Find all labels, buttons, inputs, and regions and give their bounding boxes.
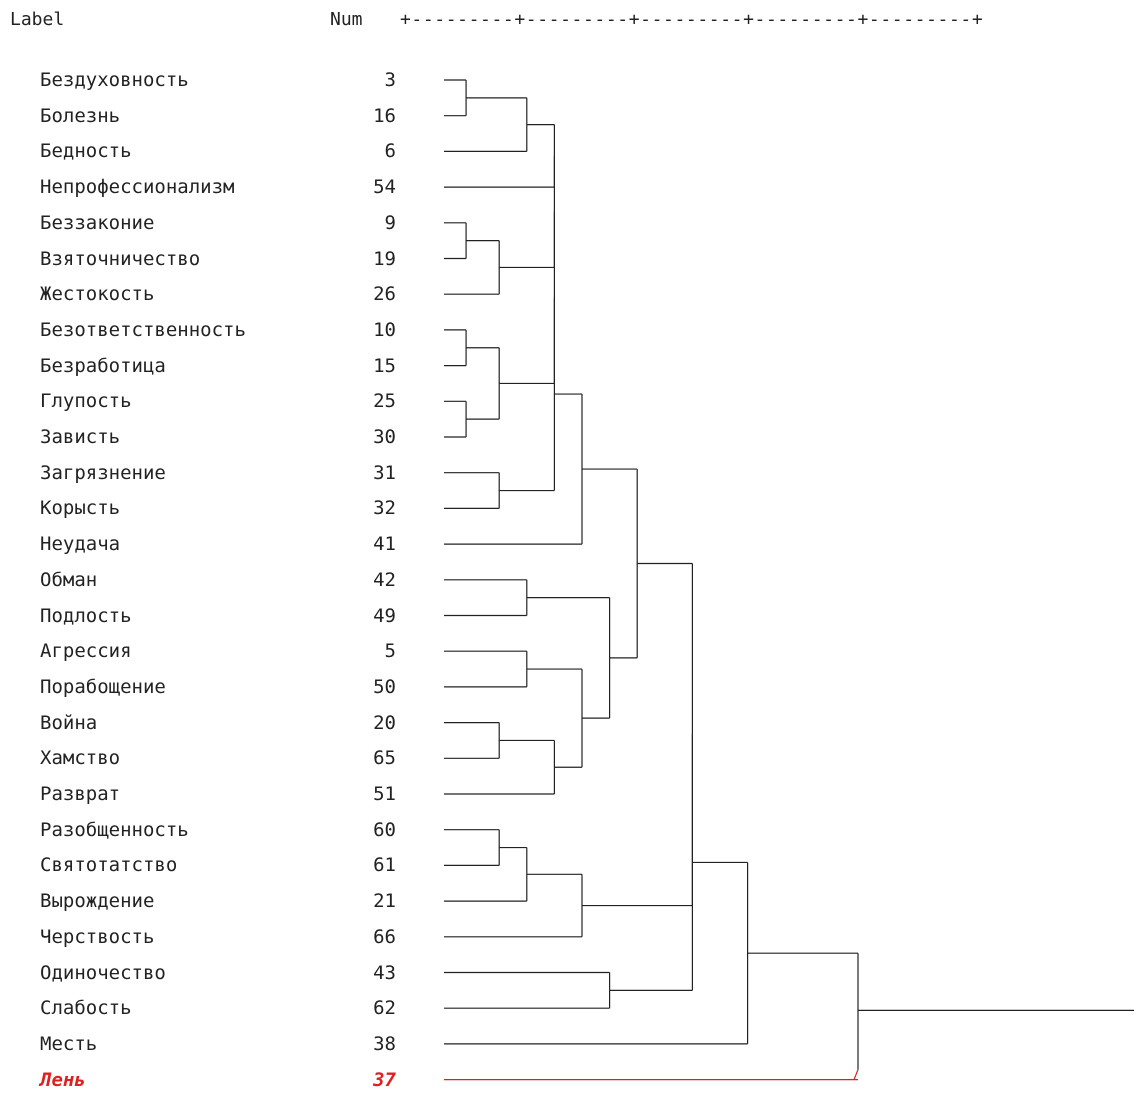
case-label: Вырождение	[40, 890, 155, 913]
case-number: 32	[373, 497, 396, 520]
case-label: Корысть	[40, 497, 121, 520]
case-number: 9	[384, 211, 396, 234]
case-label: Подлость	[40, 604, 132, 627]
case-label: Обман	[40, 568, 98, 591]
distance-scale-ruler: +---------+---------+---------+---------…	[400, 9, 984, 30]
case-label: Агрессия	[40, 640, 132, 663]
label-column-header: Label	[10, 9, 65, 30]
num-column-header: Num	[330, 9, 363, 30]
case-label: Порабощение	[40, 675, 166, 698]
case-number: 25	[373, 390, 396, 413]
case-number: 51	[373, 783, 396, 805]
case-label: Черствость	[40, 925, 155, 948]
case-number: 5	[384, 640, 396, 663]
case-number: 42	[373, 568, 396, 591]
case-label: Безответственность	[40, 318, 246, 341]
case-number: 10	[373, 318, 396, 341]
case-number: 54	[373, 176, 396, 199]
case-number: 20	[373, 711, 396, 734]
case-number: 49	[373, 604, 396, 627]
case-number: 31	[373, 461, 396, 484]
case-label: Глупость	[40, 390, 132, 413]
case-number: 26	[373, 283, 396, 306]
case-number: 21	[373, 890, 396, 913]
case-label: Болезнь	[40, 104, 121, 127]
case-label: Война	[40, 711, 98, 734]
case-number: 61	[373, 854, 396, 877]
case-number: 3	[384, 69, 396, 91]
case-number: 38	[373, 1032, 396, 1055]
merge-connector-highlight	[853, 1069, 859, 1080]
case-number: 66	[373, 925, 396, 948]
case-label: Непрофессионализм	[40, 176, 235, 199]
case-label: Лень	[40, 1068, 86, 1091]
case-label: Бедность	[40, 140, 132, 163]
case-label: Разобщенность	[40, 818, 189, 841]
case-label: Разврат	[40, 783, 121, 805]
case-label: Беззаконие	[40, 211, 155, 234]
case-label: Безработица	[40, 354, 166, 377]
case-number: 19	[373, 247, 396, 270]
case-label: Загрязнение	[40, 461, 166, 484]
case-number: 43	[373, 961, 396, 984]
case-number: 16	[373, 104, 396, 127]
case-number: 60	[373, 818, 396, 841]
case-number: 62	[373, 997, 396, 1020]
case-label: Святотатство	[40, 854, 178, 877]
case-label: Месть	[40, 1032, 98, 1055]
case-label: Жестокость	[40, 283, 155, 306]
case-number: 50	[373, 675, 396, 698]
case-label: Одиночество	[40, 961, 166, 984]
case-number: 6	[384, 140, 396, 163]
case-label: Неудача	[40, 533, 121, 556]
case-label: Бездуховность	[40, 69, 189, 91]
case-number: 37	[373, 1068, 396, 1091]
case-label: Хамство	[40, 747, 121, 770]
case-label: Зависть	[40, 426, 121, 448]
case-number: 30	[373, 426, 396, 448]
case-label: Слабость	[40, 997, 132, 1020]
case-label: Взяточничество	[40, 247, 201, 270]
case-number: 41	[373, 533, 396, 556]
case-number: 65	[373, 747, 396, 770]
case-number: 15	[373, 354, 396, 377]
